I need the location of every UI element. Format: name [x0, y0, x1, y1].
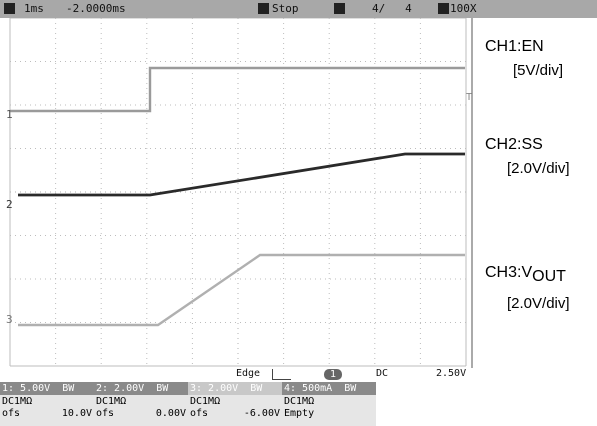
ch2-settings[interactable]: 2: 2.00V BW DC1MΩ ofs 0.00V: [94, 382, 188, 426]
ch4-ofs-value: Empty: [284, 408, 315, 419]
graticule: [9, 17, 467, 367]
ch3-trace: [18, 253, 465, 327]
acq-count: 4/ 4: [372, 2, 412, 15]
ch1-ground-marker: 1: [6, 108, 13, 121]
acquire-icon[interactable]: [334, 3, 345, 14]
zoom-level: 100X: [450, 2, 477, 15]
ch1-scale: [5V/div]: [513, 62, 564, 79]
ch3-ofs-value: -6.00V: [243, 408, 280, 419]
ch1-settings-header: 1: 5.00V BW: [0, 382, 94, 395]
ch3-impedance: DC1MΩ: [190, 396, 221, 407]
status-bar: 1ms -2.0000ms Stop 4/ 4 100X: [0, 0, 597, 18]
stop-icon[interactable]: [258, 3, 269, 14]
ch1-label: CH1:EN: [485, 38, 544, 55]
ch2-scale: [2.0V/div]: [507, 160, 570, 177]
ch1-settings[interactable]: 1: 5.00V BW DC1MΩ ofs 10.0V: [0, 382, 94, 426]
info-panel: Edge 1 DC 2.50V 1: 5.00V BW DC1MΩ ofs 10…: [0, 368, 472, 426]
ch3-label: CH3:VOUT: [485, 264, 566, 285]
trigger-coupling[interactable]: DC: [376, 368, 389, 379]
zoom-icon[interactable]: [438, 3, 449, 14]
ch2-ground-marker: 2: [6, 198, 13, 211]
waveform-display: 1 2 3 T: [6, 17, 473, 368]
ch2-ofs-value: 0.00V: [155, 408, 186, 419]
time-div: 1ms: [24, 2, 44, 15]
ch3-scale: [2.0V/div]: [507, 295, 570, 312]
ch2-trace: [18, 152, 465, 197]
trigger-source[interactable]: 1: [324, 369, 342, 380]
ch3-settings[interactable]: 3: 2.00V BW DC1MΩ ofs -6.00V: [188, 382, 282, 426]
ch1-impedance: DC1MΩ: [2, 396, 33, 407]
trigger-type[interactable]: Edge: [236, 368, 261, 379]
ch1-trace: [10, 66, 465, 113]
ch3-ofs-label: ofs: [190, 408, 209, 419]
ch4-settings[interactable]: 4: 500mA BW DC1MΩ Empty: [282, 382, 376, 426]
ch2-settings-header: 2: 2.00V BW: [94, 382, 188, 395]
ch2-label: CH2:SS: [485, 136, 543, 153]
ch4-impedance: DC1MΩ: [284, 396, 315, 407]
run-state[interactable]: Stop: [272, 2, 299, 15]
ch2-ofs-label: ofs: [96, 408, 115, 419]
ch3-ground-marker: 3: [6, 313, 13, 326]
ch4-settings-header: 4: 500mA BW: [282, 382, 376, 395]
ch1-ofs-value: 10.0V: [61, 408, 92, 419]
trigger-level-marker: T: [466, 92, 472, 103]
scope-area: 1 2 3 T CH1:EN [5V/div] CH2:SS [2.0V/div…: [0, 17, 597, 368]
trigger-level[interactable]: 2.50V: [436, 368, 467, 379]
time-offset: -2.0000ms: [66, 2, 126, 15]
edge-rising-icon: [272, 369, 291, 380]
ch1-ofs-label: ofs: [2, 408, 21, 419]
ch3-settings-header: 3: 2.00V BW: [188, 382, 282, 395]
trigger-info: Edge 1 DC 2.50V: [0, 368, 472, 382]
ch2-impedance: DC1MΩ: [96, 396, 127, 407]
channel-settings: 1: 5.00V BW DC1MΩ ofs 10.0V 2: 2.00V BW …: [0, 382, 472, 426]
menu-icon[interactable]: [4, 3, 15, 14]
